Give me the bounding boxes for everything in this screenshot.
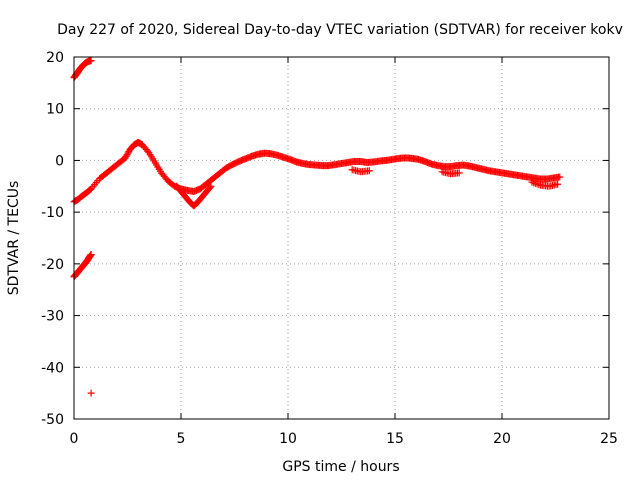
data-point <box>552 181 560 189</box>
y-axis-label: SDTVAR / TECUs <box>6 181 22 296</box>
data-point <box>535 181 543 189</box>
y-tick-label: 20 <box>46 50 64 66</box>
data-point <box>531 179 539 187</box>
data-point <box>162 174 170 182</box>
data-point <box>528 178 536 186</box>
data-point <box>124 149 132 157</box>
data-point <box>112 161 120 169</box>
data-point <box>119 156 127 164</box>
data-point <box>144 147 152 155</box>
x-axis-label: GPS time / hours <box>282 459 399 475</box>
grid-lines <box>74 57 609 419</box>
data-point <box>219 166 227 174</box>
series-arc-dip <box>173 182 215 210</box>
data-point <box>213 171 221 179</box>
data-point <box>200 182 208 190</box>
y-tick-label: -20 <box>41 257 64 273</box>
data-point <box>232 159 240 167</box>
series-arc-lower-band <box>348 166 562 190</box>
plot-frame <box>73 56 610 420</box>
data-point <box>85 187 93 195</box>
data-points <box>70 57 564 397</box>
data-point <box>94 177 102 185</box>
data-point <box>530 179 538 187</box>
x-tick-labels: 0 5 10 15 20 25 <box>70 431 618 447</box>
y-tick-label: 0 <box>55 153 64 169</box>
chart-title: Day 227 of 2020, Sidereal Day-to-day VTE… <box>57 22 623 38</box>
data-point <box>106 166 114 174</box>
data-point <box>150 157 158 165</box>
data-point <box>554 173 562 181</box>
x-tick-label: 10 <box>279 431 297 447</box>
y-tick-label: -10 <box>41 205 64 221</box>
data-point <box>123 151 131 159</box>
data-point <box>206 183 214 191</box>
y-tick-label: 10 <box>46 102 64 118</box>
x-tick-label: 15 <box>386 431 404 447</box>
y-tick-labels: -50 -40 -30 -20 -10 0 10 20 <box>41 50 64 428</box>
data-point <box>156 167 164 175</box>
x-tick-label: 0 <box>70 431 79 447</box>
data-point <box>87 389 95 397</box>
series-outlier <box>87 389 95 397</box>
data-point <box>87 57 95 65</box>
series-arc-main <box>70 138 564 206</box>
y-tick-label: -40 <box>41 360 64 376</box>
x-tick-label: 20 <box>493 431 511 447</box>
data-point <box>453 169 461 177</box>
data-point <box>533 180 541 188</box>
y-tick-label: -50 <box>41 412 64 428</box>
data-point <box>168 180 176 188</box>
data-point <box>364 167 372 175</box>
data-point <box>87 251 95 259</box>
data-point <box>205 184 213 192</box>
axis-ticks <box>73 56 610 420</box>
y-tick-label: -30 <box>41 309 64 325</box>
data-point <box>142 146 150 154</box>
data-point <box>122 152 130 160</box>
data-point <box>100 171 108 179</box>
x-tick-label: 5 <box>177 431 186 447</box>
data-point <box>85 186 93 194</box>
data-point <box>192 200 200 208</box>
data-point <box>226 162 234 170</box>
x-tick-label: 25 <box>600 431 618 447</box>
